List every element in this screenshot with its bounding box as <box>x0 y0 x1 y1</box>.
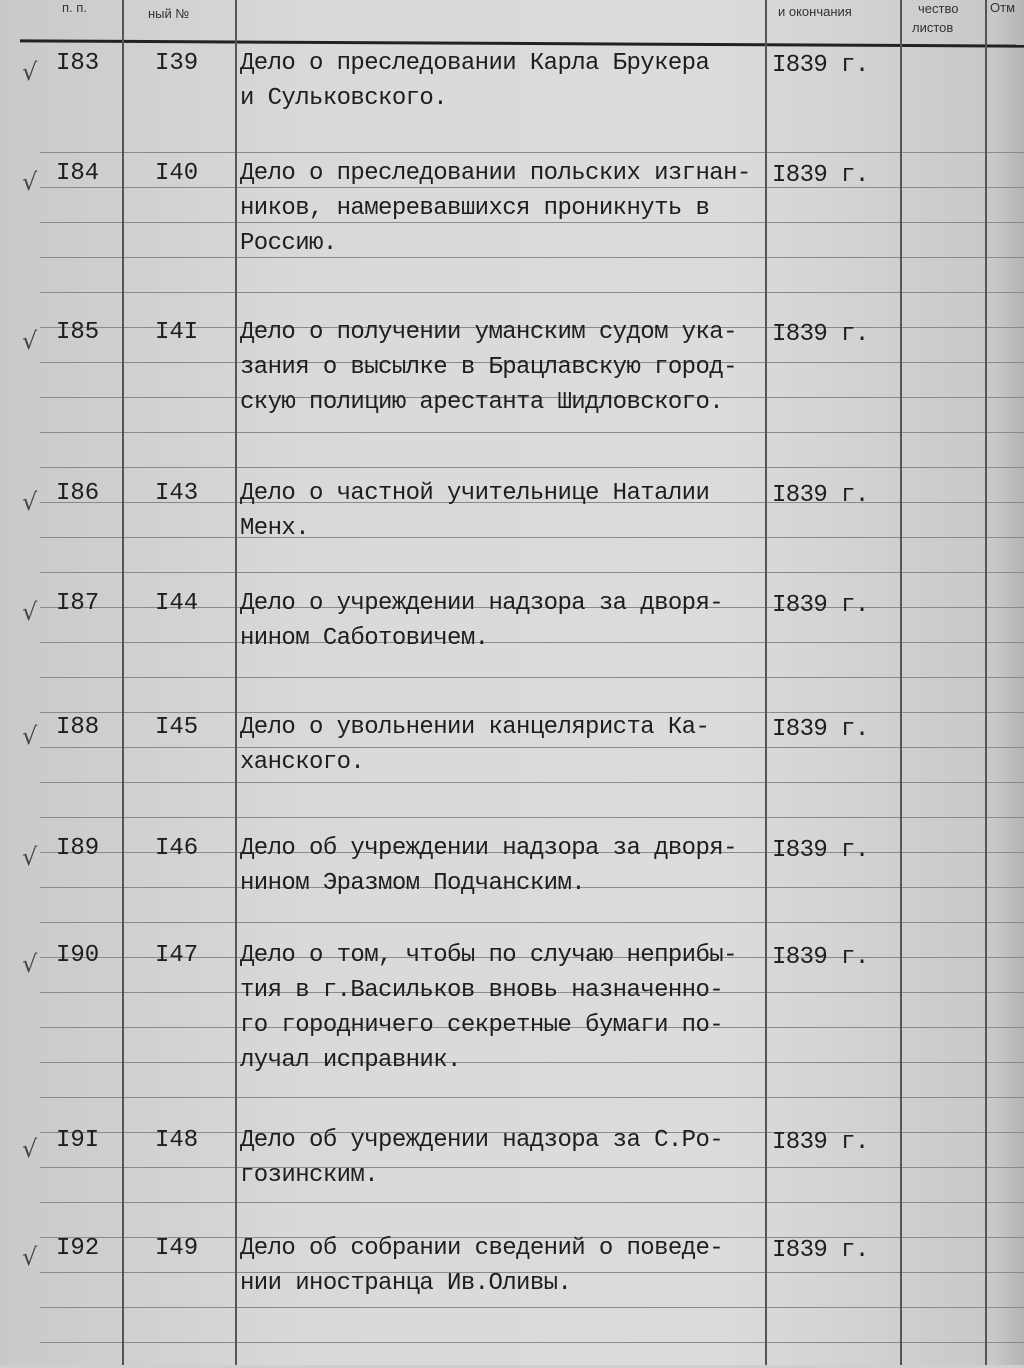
column-divider <box>900 0 902 1365</box>
header-sheets: листов <box>912 20 954 35</box>
description-line: Дело об учреждении надзора за С.Ро- <box>240 1127 724 1154</box>
item-number: I84 <box>56 160 100 187</box>
column-divider <box>122 0 124 1365</box>
column-divider <box>985 0 987 1365</box>
file-number: I49 <box>155 1235 199 1262</box>
file-number: I45 <box>155 714 199 741</box>
checkmark-icon: √ <box>22 1135 38 1163</box>
checkmark-icon: √ <box>22 843 38 871</box>
checkmark-icon: √ <box>22 327 38 355</box>
checkmark-icon: √ <box>22 598 38 626</box>
description-line: зания о высылке в Брацлавскую город- <box>240 354 737 381</box>
date: I839 г. <box>772 162 869 189</box>
item-number: I85 <box>56 319 100 346</box>
item-number: I87 <box>56 590 100 617</box>
item-number: I89 <box>56 835 100 862</box>
checkmark-icon: √ <box>22 722 38 750</box>
item-number: I83 <box>56 50 100 77</box>
checkmark-icon: √ <box>22 488 38 516</box>
description-line: нином Эразмом Подчанским. <box>240 870 586 897</box>
description-line: Россию. <box>240 230 337 257</box>
description-line: ников, намеревавшихся проникнуть в <box>240 195 710 222</box>
description-line: лучал исправник. <box>240 1047 461 1074</box>
description-line: тия в г.Васильков вновь назначенно- <box>240 977 724 1004</box>
date: I839 г. <box>772 837 869 864</box>
header-pp: п. п. <box>62 0 87 15</box>
item-number: I9I <box>56 1127 100 1154</box>
item-number: I86 <box>56 480 100 507</box>
header-notes: Отм <box>990 0 1016 15</box>
item-number: I90 <box>56 942 100 969</box>
file-number: I46 <box>155 835 199 862</box>
file-number: I4I <box>155 319 199 346</box>
date: I839 г. <box>772 321 869 348</box>
description-line: Дело о получении уманским судом ука- <box>240 319 737 346</box>
file-number: I48 <box>155 1127 199 1154</box>
description-line: Дело о том, чтобы по случаю неприбы- <box>240 942 737 969</box>
checkmark-icon: √ <box>22 1243 38 1271</box>
description-line: нином Саботовичем. <box>240 625 489 652</box>
ruled-lines <box>40 118 1024 1368</box>
date: I839 г. <box>772 482 869 509</box>
description-line: Дело о учреждении надзора за дворя- <box>240 590 724 617</box>
file-number: I40 <box>155 160 199 187</box>
header-dates: и окончания <box>778 4 852 19</box>
file-number: I43 <box>155 480 199 507</box>
description-line: Дело о преследовании Карла Брукера <box>240 50 710 77</box>
date: I839 г. <box>772 716 869 743</box>
description-line: Дело о преследовании польских изгнан- <box>240 160 751 187</box>
header-num: ный № <box>148 6 190 21</box>
column-divider <box>765 0 767 1365</box>
date: I839 г. <box>772 1237 869 1264</box>
date: I839 г. <box>772 1129 869 1156</box>
description-line: Дело об учреждении надзора за дворя- <box>240 835 737 862</box>
description-line: скую полицию арестанта Шидловского. <box>240 389 724 416</box>
description-line: Дело о увольнении канцеляриста Ка- <box>240 714 710 741</box>
file-number: I47 <box>155 942 199 969</box>
checkmark-icon: √ <box>22 58 38 86</box>
description-line: Дело о частной учительнице Наталии <box>240 480 710 507</box>
item-number: I92 <box>56 1235 100 1262</box>
description-line: го городничего секретные бумаги по- <box>240 1012 724 1039</box>
date: I839 г. <box>772 52 869 79</box>
description-line: гозинским. <box>240 1162 379 1189</box>
description-line: Дело об собрании сведений о поведе- <box>240 1235 724 1262</box>
file-number: I44 <box>155 590 199 617</box>
description-line: нии иностранца Ив.Оливы. <box>240 1270 572 1297</box>
file-number: I39 <box>155 50 199 77</box>
date: I839 г. <box>772 592 869 619</box>
column-divider <box>235 0 237 1365</box>
description-line: Менх. <box>240 515 310 542</box>
item-number: I88 <box>56 714 100 741</box>
checkmark-icon: √ <box>22 950 38 978</box>
description-line: ханского. <box>240 749 365 776</box>
header-sheets-top: чество <box>918 1 959 16</box>
checkmark-icon: √ <box>22 168 38 196</box>
description-line: и Сульковского. <box>240 85 448 112</box>
date: I839 г. <box>772 944 869 971</box>
